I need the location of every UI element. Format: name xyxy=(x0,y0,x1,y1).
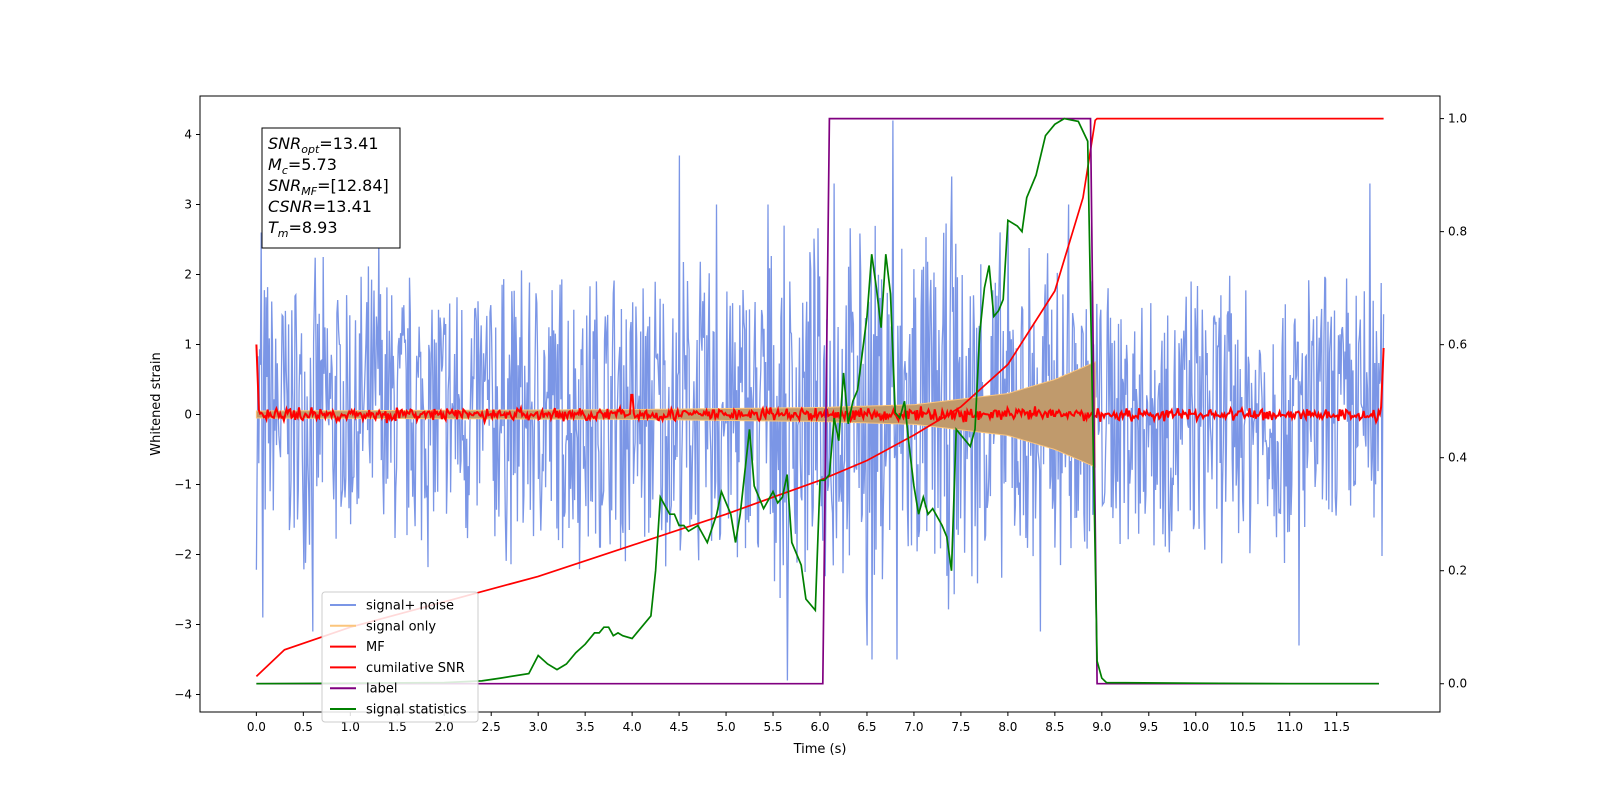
x-tick-label: 2.0 xyxy=(435,720,454,734)
x-tick-label: 4.5 xyxy=(670,720,689,734)
legend-entry: signal+ noise xyxy=(366,599,454,614)
y-tick-label: −4 xyxy=(174,688,192,702)
x-tick-label: 0.5 xyxy=(294,720,313,734)
x-tick-label: 11.5 xyxy=(1323,720,1350,734)
series-signal-statistics xyxy=(256,117,1379,685)
y2-tick-label: 0.8 xyxy=(1448,225,1467,239)
y-tick-label: −3 xyxy=(174,618,192,632)
x-tick-label: 10.5 xyxy=(1229,720,1256,734)
x-tick-label: 5.5 xyxy=(763,720,782,734)
series-mf xyxy=(255,344,1385,426)
x-tick-label: 5.0 xyxy=(717,720,736,734)
y2-tick-label: 0.2 xyxy=(1448,564,1467,578)
annotation-line: SNRMF=[12.84] xyxy=(268,176,389,198)
legend-frame xyxy=(321,591,479,723)
x-tick-label: 4.0 xyxy=(623,720,642,734)
series-signal-noise xyxy=(255,120,1385,681)
annotation-line: Mc=5.73 xyxy=(268,155,337,177)
x-tick-label: 3.5 xyxy=(576,720,595,734)
x-tick-label: 7.0 xyxy=(904,720,923,734)
y-tick-label: 3 xyxy=(184,198,192,212)
y-tick-label: 4 xyxy=(184,128,192,142)
y2-tick-label: 0.0 xyxy=(1448,677,1467,691)
x-tick-label: 8.5 xyxy=(1045,720,1064,734)
y-axis-label: Whitened strain xyxy=(149,352,164,455)
x-tick-label: 0.0 xyxy=(247,720,266,734)
annotation-box: SNRopt=13.41Mc=5.73SNRMF=[12.84]CSNR=13.… xyxy=(261,127,401,249)
legend-entry: MF xyxy=(366,640,385,655)
y-tick-label: 0 xyxy=(184,408,192,422)
x-tick-label: 8.0 xyxy=(998,720,1017,734)
x-tick-label: 6.0 xyxy=(810,720,829,734)
x-tick-label: 7.5 xyxy=(951,720,970,734)
annotation-line: Tm=8.93 xyxy=(268,218,338,240)
x-tick-label: 9.5 xyxy=(1139,720,1158,734)
x-tick-label: 6.5 xyxy=(857,720,876,734)
y2-tick-label: 1.0 xyxy=(1448,112,1467,126)
annotation-frame xyxy=(261,127,401,249)
x-tick-label: 1.5 xyxy=(388,720,407,734)
legend-entry: cumilative SNR xyxy=(366,661,465,676)
legend: signal+ noise signal only MF cumilative SNR… xyxy=(321,591,479,723)
x-tick-label: 2.5 xyxy=(482,720,501,734)
annotation-line: SNRopt=13.41 xyxy=(268,134,379,156)
legend-entry: signal statistics xyxy=(366,703,467,718)
y-tick-label: −2 xyxy=(174,548,192,562)
y-tick-label: 1 xyxy=(184,338,192,352)
x-tick-label: 1.0 xyxy=(341,720,360,734)
x-tick-label: 11.0 xyxy=(1276,720,1303,734)
y-tick-label: 2 xyxy=(184,268,192,282)
legend-entry: label xyxy=(366,682,397,697)
annotation-line: CSNR=13.41 xyxy=(268,197,372,216)
ticks-layer: 0.0 0.5 1.0 1.5 2.0 2.5 3.0 3.5 4.0 4.5 5.0 5.5 6.0 6… xyxy=(174,112,1467,734)
x-axis-label: Time (s) xyxy=(793,742,847,757)
legend-entry: signal only xyxy=(366,619,436,634)
x-tick-label: 10.0 xyxy=(1182,720,1209,734)
x-tick-label: 3.0 xyxy=(529,720,548,734)
y-tick-label: −1 xyxy=(174,478,192,492)
y2-tick-label: 0.6 xyxy=(1448,338,1467,352)
x-tick-label: 9.0 xyxy=(1092,720,1111,734)
y2-tick-label: 0.4 xyxy=(1448,451,1467,465)
